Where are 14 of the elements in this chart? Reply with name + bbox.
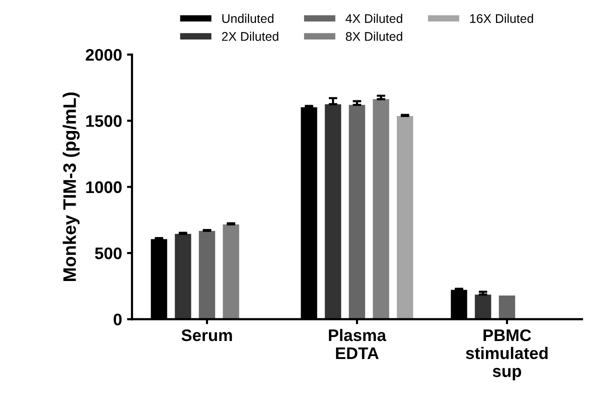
legend-label: 8X Diluted <box>346 32 402 41</box>
y-tick-label: 1500 <box>86 115 122 127</box>
legend-label: 16X Diluted <box>470 14 534 23</box>
y-tick-label: 1000 <box>86 181 122 194</box>
legend-label: 2X Diluted <box>222 32 278 41</box>
x-tick-label: PBMC stimulated sup <box>466 329 548 380</box>
y-tick-label: 0 <box>114 314 122 326</box>
x-tick-label: Plasma EDTA <box>328 328 386 359</box>
x-tick-label: Serum <box>182 329 232 342</box>
y-tick-label: 2000 <box>86 49 122 61</box>
y-axis-title: Monkey TIM-3 (pg/mL) <box>62 92 80 281</box>
legend-label: 4X Diluted <box>346 14 402 23</box>
y-tick-label: 500 <box>94 247 122 260</box>
legend-label: Undiluted <box>222 14 274 23</box>
